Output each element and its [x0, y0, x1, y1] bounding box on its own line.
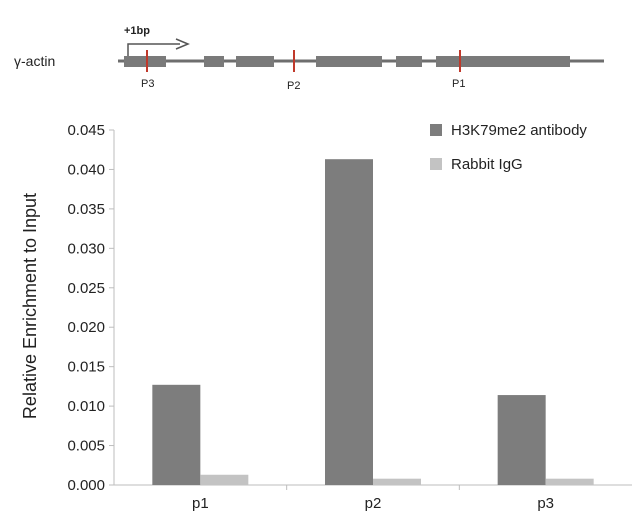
bar-p2-series-1: [325, 159, 373, 485]
x-ticks: p1 p2 p3: [192, 485, 554, 512]
primer-p3-label: P3: [141, 78, 154, 90]
bars: [152, 159, 594, 485]
x-tick-label: p2: [365, 495, 382, 512]
legend-swatch: [430, 158, 442, 170]
y-tick-label: 0.020: [67, 319, 105, 336]
bar-p2-series-2: [373, 478, 421, 485]
primer-p1-label: P1: [452, 78, 465, 90]
bar-p1-series-1: [152, 384, 201, 485]
legend-swatch: [430, 124, 442, 136]
exon-2: [204, 56, 224, 67]
gene-diagram: γ-actin +1bp P3 P2 P1: [14, 25, 604, 92]
gene-label: γ-actin: [14, 53, 55, 69]
tss-arrowhead: [175, 38, 190, 50]
y-axis-label: Relative Enrichment to Input: [20, 193, 40, 419]
exon-1: [124, 56, 166, 67]
y-tick-label: 0.030: [67, 240, 105, 257]
bar-p1-series-2: [200, 474, 249, 485]
exon-6: [436, 56, 570, 67]
x-tick-label: p1: [192, 495, 209, 512]
tss-arrow: [127, 43, 180, 56]
bar-p3-series-2: [545, 478, 594, 485]
y-tick-label: 0.045: [67, 122, 105, 139]
legend-label: H3K79me2 antibody: [451, 122, 587, 139]
bar-chart: Relative Enrichment to Input 0.0000.0050…: [20, 122, 632, 512]
exon-4: [316, 56, 382, 67]
y-tick-label: 0.035: [67, 201, 105, 218]
exon-5: [396, 56, 422, 67]
primer-p2-label: P2: [287, 80, 300, 92]
y-tick-label: 0.000: [67, 477, 105, 494]
y-tick-label: 0.040: [67, 161, 105, 178]
y-tick-label: 0.010: [67, 398, 105, 415]
x-tick-label: p3: [537, 495, 554, 512]
y-tick-label: 0.005: [67, 438, 105, 455]
y-ticks: 0.000 0.005 0.010 0.015 0.020 0.025 0.030 0.035…: [67, 122, 114, 494]
legend: H3K79me2 antibody Rabbit IgG: [430, 122, 587, 173]
y-tick-label: 0.025: [67, 280, 105, 297]
tss-label: +1bp: [124, 25, 150, 37]
y-tick-label: 0.015: [67, 359, 105, 376]
legend-label: Rabbit IgG: [451, 156, 523, 173]
exon-3: [236, 56, 274, 67]
bar-p3-series-1: [497, 395, 546, 485]
